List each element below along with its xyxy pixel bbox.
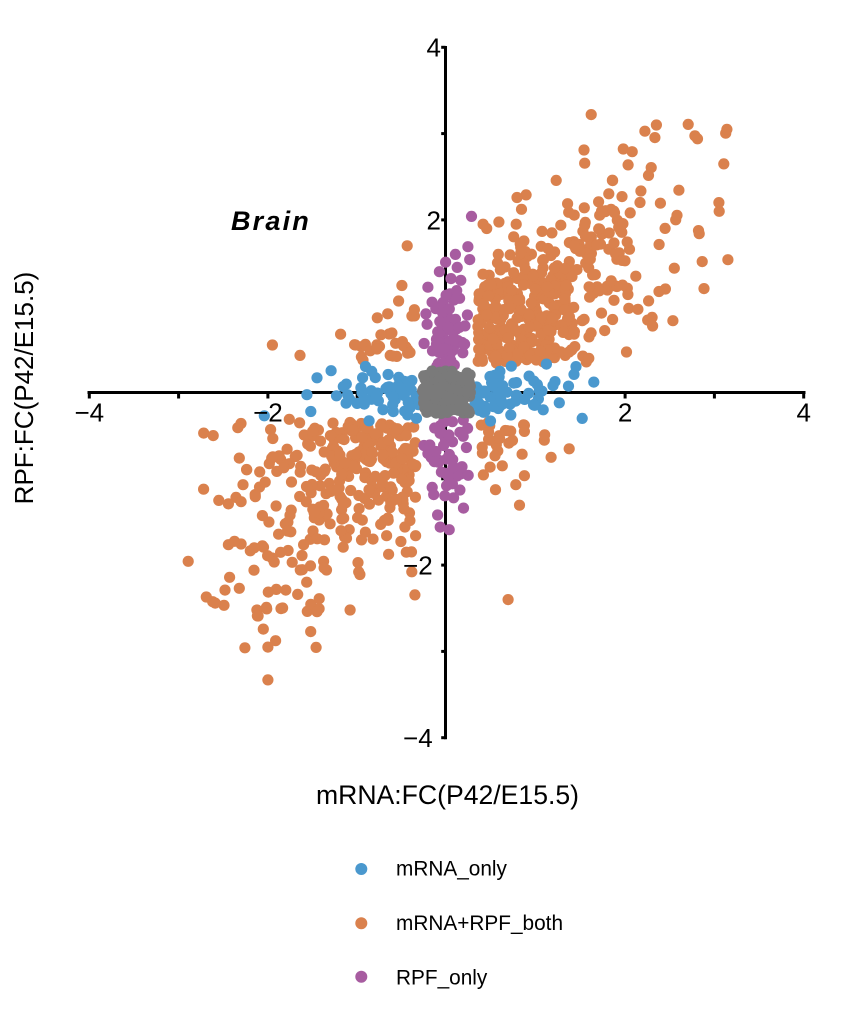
svg-text:Brain: Brain [231, 206, 311, 236]
svg-text:mRNA+RPF_both: mRNA+RPF_both [396, 912, 563, 935]
svg-text:−4: −4 [74, 398, 104, 428]
svg-text:RPF:FC(P42/E15.5): RPF:FC(P42/E15.5) [9, 272, 39, 505]
svg-text:mRNA_only: mRNA_only [396, 858, 508, 881]
svg-text:2: 2 [427, 205, 441, 235]
svg-text:−2: −2 [253, 398, 283, 428]
svg-text:−4: −4 [403, 723, 433, 753]
svg-text:−2: −2 [403, 551, 433, 581]
svg-text:mRNA:FC(P42/E15.5): mRNA:FC(P42/E15.5) [316, 780, 579, 810]
svg-text:4: 4 [796, 398, 810, 428]
svg-text:4: 4 [427, 33, 441, 63]
svg-text:RPF_only: RPF_only [396, 967, 488, 990]
svg-text:2: 2 [618, 398, 632, 428]
